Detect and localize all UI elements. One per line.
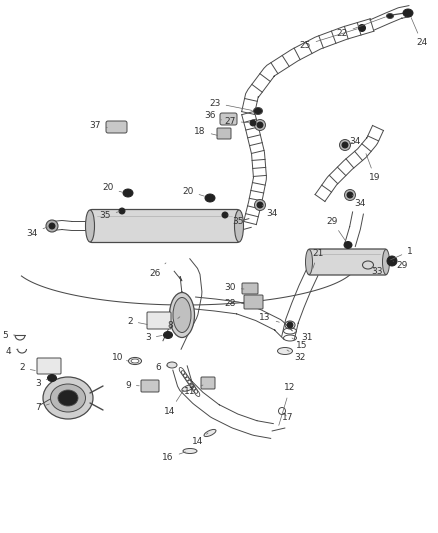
Text: 32: 32 bbox=[287, 350, 306, 362]
Text: 20: 20 bbox=[182, 187, 205, 196]
Text: 2: 2 bbox=[127, 317, 147, 326]
Text: 33: 33 bbox=[371, 266, 383, 276]
FancyBboxPatch shape bbox=[308, 249, 387, 275]
Circle shape bbox=[345, 190, 356, 200]
Text: 35: 35 bbox=[227, 215, 244, 225]
Text: 11: 11 bbox=[184, 385, 203, 395]
Circle shape bbox=[254, 119, 265, 131]
FancyBboxPatch shape bbox=[37, 358, 61, 374]
Text: 29: 29 bbox=[393, 261, 408, 270]
Text: 26: 26 bbox=[149, 263, 166, 278]
Text: 35: 35 bbox=[99, 211, 119, 220]
Ellipse shape bbox=[173, 297, 191, 333]
Text: 2: 2 bbox=[19, 364, 35, 373]
Circle shape bbox=[342, 142, 348, 148]
FancyBboxPatch shape bbox=[217, 128, 231, 139]
FancyBboxPatch shape bbox=[106, 121, 127, 133]
Text: 5: 5 bbox=[2, 330, 15, 340]
Text: 30: 30 bbox=[224, 284, 244, 293]
Circle shape bbox=[250, 120, 256, 126]
Text: 34: 34 bbox=[352, 195, 366, 207]
Ellipse shape bbox=[50, 384, 85, 412]
Circle shape bbox=[46, 220, 58, 232]
Text: 15: 15 bbox=[292, 338, 308, 350]
Text: 19: 19 bbox=[366, 154, 381, 182]
Ellipse shape bbox=[403, 9, 413, 17]
Text: 10: 10 bbox=[112, 353, 128, 362]
FancyBboxPatch shape bbox=[242, 283, 258, 294]
Text: 3: 3 bbox=[35, 378, 47, 387]
Text: 12: 12 bbox=[279, 384, 296, 425]
Ellipse shape bbox=[254, 108, 262, 115]
Text: 25: 25 bbox=[299, 29, 357, 50]
Text: 3: 3 bbox=[145, 334, 162, 343]
Ellipse shape bbox=[305, 249, 312, 274]
Text: 34: 34 bbox=[350, 136, 360, 146]
Ellipse shape bbox=[278, 348, 293, 354]
Circle shape bbox=[49, 223, 55, 229]
Text: 17: 17 bbox=[282, 413, 294, 423]
Text: 7: 7 bbox=[35, 403, 49, 413]
FancyBboxPatch shape bbox=[147, 312, 171, 329]
Circle shape bbox=[119, 208, 125, 214]
Text: 16: 16 bbox=[162, 452, 185, 463]
FancyBboxPatch shape bbox=[244, 295, 263, 309]
Ellipse shape bbox=[204, 430, 216, 437]
FancyBboxPatch shape bbox=[220, 113, 237, 125]
Ellipse shape bbox=[205, 194, 215, 202]
Circle shape bbox=[254, 199, 265, 211]
Text: 8: 8 bbox=[167, 317, 180, 329]
Text: 27: 27 bbox=[224, 117, 249, 125]
Text: 18: 18 bbox=[194, 126, 217, 135]
Ellipse shape bbox=[123, 189, 133, 197]
Text: 24: 24 bbox=[411, 18, 427, 47]
Ellipse shape bbox=[58, 390, 78, 406]
Ellipse shape bbox=[382, 249, 389, 274]
Text: 6: 6 bbox=[155, 364, 167, 373]
Ellipse shape bbox=[47, 375, 57, 382]
Text: 20: 20 bbox=[102, 183, 122, 192]
Text: 23: 23 bbox=[209, 99, 252, 110]
Ellipse shape bbox=[386, 13, 393, 19]
Ellipse shape bbox=[344, 241, 352, 248]
Circle shape bbox=[257, 202, 263, 208]
Text: 4: 4 bbox=[5, 346, 18, 356]
Ellipse shape bbox=[167, 362, 177, 368]
Text: 36: 36 bbox=[204, 110, 222, 120]
Text: 14: 14 bbox=[164, 390, 184, 416]
Text: 34: 34 bbox=[26, 227, 47, 238]
Circle shape bbox=[287, 322, 293, 328]
Circle shape bbox=[358, 25, 365, 31]
Circle shape bbox=[339, 140, 350, 150]
Text: 31: 31 bbox=[294, 332, 313, 343]
Text: 21: 21 bbox=[312, 248, 324, 269]
Text: 29: 29 bbox=[326, 216, 346, 241]
Ellipse shape bbox=[43, 377, 93, 419]
Text: 37: 37 bbox=[89, 120, 107, 130]
Ellipse shape bbox=[182, 385, 194, 391]
Text: 34: 34 bbox=[262, 205, 278, 217]
FancyBboxPatch shape bbox=[89, 209, 240, 243]
Circle shape bbox=[387, 256, 397, 266]
Text: 9: 9 bbox=[125, 381, 139, 390]
Ellipse shape bbox=[170, 293, 194, 337]
Ellipse shape bbox=[163, 332, 173, 338]
Text: 1: 1 bbox=[391, 246, 413, 260]
Ellipse shape bbox=[183, 448, 197, 454]
Text: 28: 28 bbox=[224, 298, 243, 308]
Text: 13: 13 bbox=[259, 313, 279, 322]
FancyBboxPatch shape bbox=[141, 380, 159, 392]
Text: 22: 22 bbox=[336, 17, 385, 37]
Ellipse shape bbox=[234, 210, 244, 242]
FancyBboxPatch shape bbox=[201, 377, 215, 389]
Text: 14: 14 bbox=[192, 433, 208, 446]
Circle shape bbox=[347, 192, 353, 198]
Ellipse shape bbox=[85, 210, 95, 242]
Circle shape bbox=[257, 122, 263, 128]
Circle shape bbox=[222, 212, 228, 218]
